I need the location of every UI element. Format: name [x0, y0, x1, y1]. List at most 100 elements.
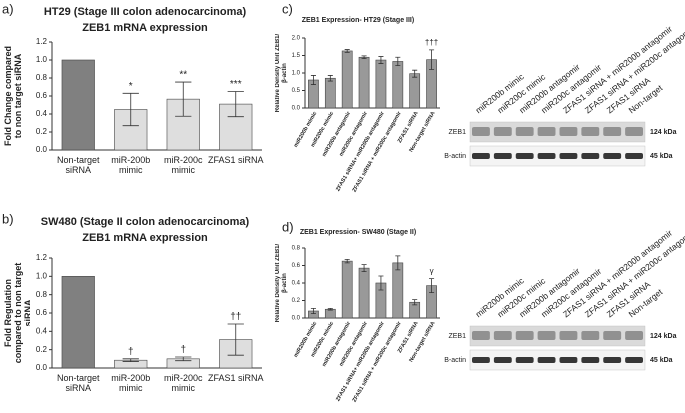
blot-band [515, 331, 534, 340]
x-tick-label: miR-200b mimic [111, 374, 151, 393]
y-tick-label: 1.2 [36, 253, 48, 262]
y-axis-label: Fold Change compared to non target siRNA [4, 46, 23, 147]
error-bar [412, 69, 418, 78]
blot-band [515, 357, 534, 363]
blot-band [603, 357, 622, 363]
chart-title: ZEB1 Expression- SW480 (Stage II) [300, 229, 416, 236]
x-tick-label-box: miR-200b mimic [111, 374, 151, 393]
error-bar [344, 258, 350, 264]
blot-band [581, 153, 600, 159]
blot-band [559, 331, 578, 340]
panel-label: a) [2, 1, 14, 16]
error-bar [310, 307, 316, 315]
y-tick-label: 0.4 [36, 109, 48, 118]
error-bar [361, 55, 367, 60]
y-tick-label: 1.5 [292, 53, 301, 59]
bar [324, 308, 336, 319]
y-tick-label: 0.6 [36, 91, 48, 100]
y-tick-label: 0.4 [36, 326, 48, 335]
error-bar [175, 81, 192, 117]
annotation: *** [230, 79, 242, 90]
error-bar [122, 92, 139, 127]
chart-subtitle: ZEB1 mRNA expression [82, 22, 208, 34]
y-tick-label: 0.8 [36, 73, 48, 82]
x-tick-label: Non-target siRNA [56, 374, 100, 393]
y-tick-label: 0.0 [36, 145, 48, 154]
y-axis-label: Fold Regulation compared to non target s… [4, 262, 30, 364]
x-tick-label-box: miR-200b mimic [111, 156, 151, 175]
blot-band [493, 331, 512, 340]
blot-band [537, 357, 556, 363]
blot-band [515, 153, 534, 159]
error-bar [429, 278, 435, 294]
blot-band [603, 331, 622, 340]
y-tick-label: 1.0 [292, 71, 301, 77]
y-tick-label: 0.0 [292, 316, 301, 322]
blot-row-label: B-actin [444, 357, 466, 364]
x-tick-label-box: Non-target siRNA [57, 156, 100, 175]
x-tick-label-box: ZFAS1 siRNA [207, 374, 264, 383]
y-tick-label: 0.2 [36, 345, 48, 354]
blot-size-label: 124 kDa [650, 333, 677, 340]
error-bar [378, 275, 384, 291]
y-tick-label: 0.8 [292, 246, 301, 252]
blot-band [537, 153, 556, 159]
y-tick-label: 0.6 [36, 308, 48, 317]
error-bar [227, 323, 244, 356]
y-tick-label: 0.8 [36, 290, 48, 299]
y-tick-label: 0.2 [36, 127, 48, 136]
x-tick-label: miR-200c mimic [163, 374, 203, 393]
y-axis-label: Relative Density Unit ZEB1/β-actin [275, 243, 288, 323]
blot-band [625, 153, 643, 159]
blot-band [625, 331, 643, 340]
panel-label: c) [282, 1, 293, 16]
blot-band [493, 153, 512, 159]
x-tick-label-box: ZFAS1 siRNA [207, 156, 264, 165]
blot-band [559, 357, 578, 363]
y-tick-label: 0.2 [292, 298, 301, 304]
y-axis-label-box: Fold Regulation compared to non target s… [4, 262, 30, 364]
y-tick-label: 1.2 [36, 37, 48, 46]
x-tick-label: ZFAS1 siRNA [207, 374, 264, 383]
blot-band [493, 357, 512, 363]
blot-band [581, 357, 600, 363]
blot-band [603, 127, 622, 136]
error-bar [327, 307, 333, 311]
blot-band [559, 127, 578, 136]
x-tick-label-box: miR-200c mimic [163, 156, 203, 175]
error-bar [122, 358, 139, 362]
y-axis-label: Relative Density Unit ZEB1/β-actin [275, 33, 288, 113]
blot-band [472, 357, 490, 363]
bar [392, 262, 404, 319]
blot-band [493, 127, 512, 136]
error-bar [310, 75, 316, 85]
x-tick-label: miR-200b mimic [111, 156, 151, 175]
blot-band [581, 127, 600, 136]
y-tick-label: 1.0 [36, 271, 48, 280]
annotation: γ [430, 267, 434, 276]
bar [61, 276, 95, 369]
y-axis-label-box: Relative Density Unit ZEB1/β-actin [275, 243, 288, 323]
bar [409, 73, 421, 109]
error-bar [395, 255, 401, 271]
x-tick-label: miR-200c mimic [163, 156, 203, 175]
error-bar [227, 91, 244, 118]
bar [61, 59, 95, 151]
y-tick-label: 0.0 [36, 363, 48, 372]
chart-title: HT29 (Stage III colon adenocarcinoma) [44, 6, 247, 18]
y-axis-label-box: Fold Change compared to non target siRNA [4, 46, 23, 147]
bar [392, 61, 404, 109]
error-bar [412, 299, 418, 306]
annotation: ** [179, 70, 187, 81]
blot-band [603, 153, 622, 159]
panel-label: b) [2, 211, 14, 226]
blot-band [559, 153, 578, 159]
annotation: * [129, 81, 133, 92]
blot-band [472, 127, 490, 136]
x-tick-label: ZFAS1 siRNA [207, 156, 264, 165]
error-bar [378, 56, 384, 64]
annotation: † [180, 345, 186, 356]
x-tick-label-box: miR-200c mimic [163, 374, 203, 393]
bar [375, 59, 387, 109]
y-tick-label: 0.0 [292, 106, 301, 112]
